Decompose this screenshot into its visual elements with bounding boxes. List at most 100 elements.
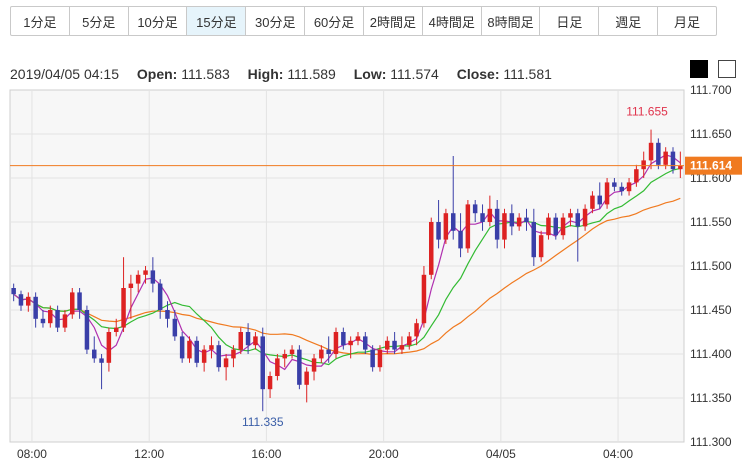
candle-body[interactable] — [311, 358, 317, 372]
candle-body[interactable] — [414, 323, 419, 337]
candle-body[interactable] — [465, 204, 471, 249]
candle-body[interactable] — [157, 283, 163, 310]
candle-body[interactable] — [648, 142, 654, 161]
candle-body[interactable] — [62, 314, 68, 328]
candle-body[interactable] — [77, 292, 82, 310]
timeframe-tab[interactable]: 週足 — [599, 7, 659, 35]
candle-body[interactable] — [355, 336, 361, 341]
candle-body[interactable] — [319, 349, 324, 359]
candle-body[interactable] — [597, 195, 603, 205]
candle-body[interactable] — [40, 318, 46, 324]
candle-body[interactable] — [575, 213, 581, 227]
candle-body[interactable] — [260, 336, 266, 390]
candle-body[interactable] — [106, 332, 112, 363]
candle-body[interactable] — [92, 349, 97, 359]
candle-body[interactable] — [84, 310, 90, 350]
candle-body[interactable] — [289, 349, 295, 354]
candle-body[interactable] — [421, 274, 427, 324]
candle-body[interactable] — [18, 294, 24, 306]
candle-body[interactable] — [150, 270, 156, 284]
candle-body[interactable] — [590, 195, 595, 209]
candle-body[interactable] — [626, 182, 632, 192]
candle-body[interactable] — [538, 235, 544, 258]
candle-body[interactable] — [612, 182, 617, 187]
light-theme-toggle[interactable] — [718, 60, 736, 78]
timeframe-tab[interactable]: 月足 — [674, 14, 701, 30]
candle-body[interactable] — [223, 358, 229, 368]
candle-body[interactable] — [172, 318, 178, 337]
timeframe-tab[interactable]: 4時間足 — [423, 7, 482, 35]
candle-body[interactable] — [480, 213, 485, 222]
candle-body[interactable] — [509, 213, 515, 227]
candle-body[interactable] — [11, 288, 16, 295]
candle-body[interactable] — [121, 288, 126, 328]
candle-body[interactable] — [333, 332, 339, 354]
candle-body[interactable] — [582, 208, 588, 227]
candle-body[interactable] — [165, 310, 170, 319]
candle-body[interactable] — [429, 222, 434, 275]
candle-body[interactable] — [70, 292, 75, 315]
candle-body[interactable] — [297, 349, 302, 385]
candle-body[interactable] — [194, 340, 200, 363]
candle-body[interactable] — [253, 336, 258, 346]
timeframe-tab[interactable]: 5分足 — [70, 7, 129, 35]
candle-body[interactable] — [634, 169, 639, 183]
candle-body[interactable] — [619, 186, 625, 192]
candle-body[interactable] — [399, 345, 405, 350]
candle-body[interactable] — [663, 151, 668, 165]
timeframe-tab[interactable]: 15分足 — [187, 7, 247, 35]
candle-body[interactable] — [128, 283, 134, 288]
candle-body[interactable] — [407, 336, 412, 346]
candle-body[interactable] — [604, 182, 610, 205]
candle-body[interactable] — [553, 217, 559, 236]
candle-body[interactable] — [26, 296, 31, 306]
candle-body[interactable] — [231, 349, 236, 359]
candle-body[interactable] — [436, 222, 441, 240]
candle-body[interactable] — [370, 349, 375, 368]
candle-body[interactable] — [179, 336, 185, 359]
candle-body[interactable] — [524, 217, 529, 222]
candle-body[interactable] — [451, 213, 456, 231]
candle-body[interactable] — [99, 358, 104, 363]
candle-body[interactable] — [641, 160, 646, 170]
candle-body[interactable] — [348, 340, 353, 346]
candle-body[interactable] — [216, 345, 222, 368]
timeframe-tab[interactable]: 60分足 — [305, 7, 364, 35]
candle-body[interactable] — [326, 349, 331, 354]
candle-body[interactable] — [377, 349, 383, 368]
candle-body[interactable] — [187, 340, 192, 359]
candle-body[interactable] — [458, 230, 463, 249]
candle-body[interactable] — [282, 354, 288, 359]
candle-body[interactable] — [568, 213, 573, 218]
timeframe-tab[interactable]: 30分足 — [246, 7, 306, 35]
candle-body[interactable] — [560, 217, 566, 236]
candle-body[interactable] — [670, 151, 676, 170]
candle-body[interactable] — [267, 376, 273, 390]
candle-body[interactable] — [238, 332, 244, 350]
candle-body[interactable] — [502, 213, 507, 240]
candle-body[interactable] — [392, 340, 397, 350]
candle-body[interactable] — [494, 208, 500, 240]
candle-body[interactable] — [363, 336, 368, 350]
candle-body[interactable] — [487, 208, 493, 222]
timeframe-tab[interactable]: 日足 — [540, 7, 600, 35]
timeframe-tab[interactable]: 1分足 — [11, 7, 70, 35]
candle-body[interactable] — [304, 371, 309, 385]
candle-body[interactable] — [209, 345, 214, 350]
dark-theme-toggle[interactable] — [690, 60, 708, 78]
candle-body[interactable] — [531, 222, 537, 258]
candle-body[interactable] — [33, 296, 38, 319]
candle-body[interactable] — [516, 217, 522, 227]
candle-body[interactable] — [656, 142, 661, 165]
candle-body[interactable] — [341, 332, 346, 346]
timeframe-tab[interactable]: 10分足 — [129, 7, 188, 35]
candle-body[interactable] — [245, 332, 251, 346]
timeframe-tab[interactable]: 2時間足 — [364, 7, 423, 35]
candle-body[interactable] — [678, 165, 683, 170]
candle-body[interactable] — [546, 217, 551, 236]
candle-body[interactable] — [385, 340, 390, 350]
candle-body[interactable] — [48, 310, 53, 324]
candle-body[interactable] — [443, 213, 449, 240]
candle-body[interactable] — [135, 274, 141, 284]
